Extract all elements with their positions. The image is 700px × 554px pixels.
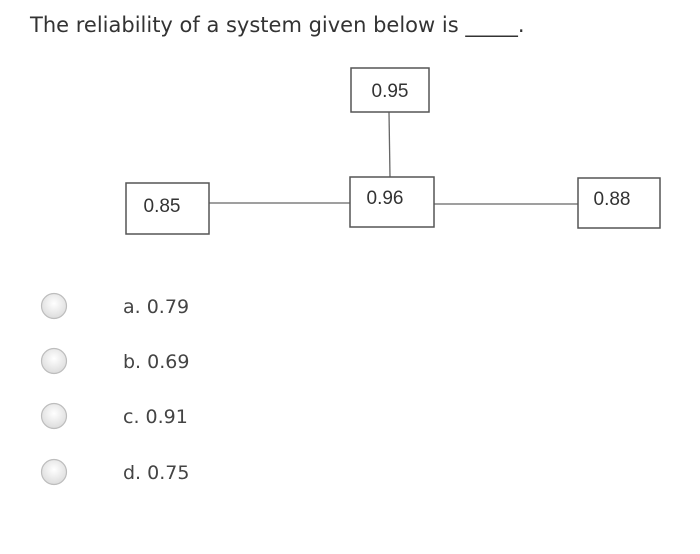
option-label[interactable]: d. 0.75 — [123, 462, 189, 484]
connector — [388, 111, 391, 178]
option-label[interactable]: c. 0.91 — [123, 406, 188, 428]
component-box — [350, 67, 430, 113]
option-label[interactable]: a. 0.79 — [123, 296, 189, 318]
component-box — [577, 177, 661, 229]
radio-button[interactable] — [40, 292, 68, 320]
component-label: 0.96 — [367, 188, 404, 209]
option-label[interactable]: b. 0.69 — [123, 351, 189, 373]
component-label: 0.88 — [594, 189, 631, 210]
component-label: 0.85 — [144, 196, 181, 217]
question-text: The reliability of a system given below … — [29, 13, 525, 38]
answer-option[interactable]: a. 0.79 — [40, 292, 190, 320]
component-label: 0.95 — [372, 81, 409, 102]
radio-button[interactable] — [40, 402, 68, 430]
answer-option[interactable]: b. 0.69 — [40, 347, 190, 375]
answer-options: a. 0.79 b. 0.69 c. 0.91 d. 0.75 — [40, 292, 190, 486]
radio-button[interactable] — [40, 458, 68, 486]
component-box — [125, 182, 210, 235]
answer-option[interactable]: c. 0.91 — [40, 402, 188, 430]
answer-option[interactable]: d. 0.75 — [40, 458, 190, 486]
radio-button[interactable] — [40, 347, 68, 375]
component-box — [349, 176, 435, 228]
system-diagram: 0.95 0.85 0.96 0.88 — [125, 67, 661, 235]
